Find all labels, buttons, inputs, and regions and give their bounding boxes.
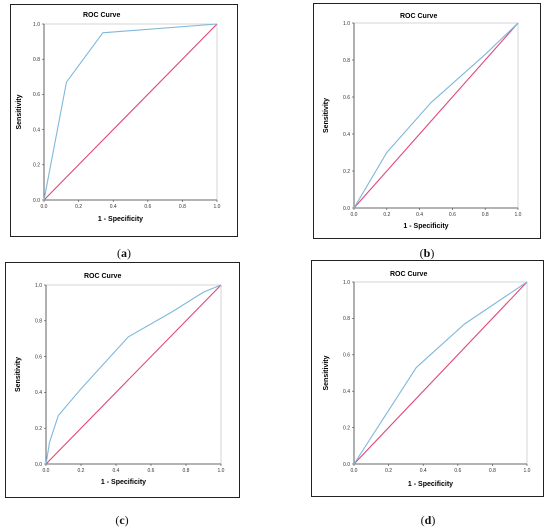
x-tick-label: 0.6 [454, 468, 461, 474]
chart-panel-b: 0.0 0.2 0.4 0.6 0.8 1.0 0.0 0.2 0.4 0.6 0.8 1.0 ROC … [313, 3, 541, 239]
x-tick-label: 0.2 [383, 212, 390, 218]
caption-b: (b) [419, 246, 435, 260]
y-tick-label: 0.0 [33, 198, 40, 204]
y-tick-label: 0.2 [33, 163, 40, 169]
y-tick-label: 1.0 [343, 280, 350, 286]
chart-panel-d: 0.0 0.2 0.4 0.6 0.8 1.0 0.0 0.2 0.4 0.6 0.8 1.0 ROC … [311, 260, 544, 497]
x-tick-label: 0.0 [43, 468, 50, 474]
x-axis-label: 1 - Specificity [408, 481, 453, 488]
roc-chart-b: 0.0 0.2 0.4 0.6 0.8 1.0 0.0 0.2 0.4 0.6 0.8 1.0 ROC … [323, 13, 522, 230]
x-tick-label: 0.8 [183, 468, 190, 474]
x-tick-label: 0.4 [416, 212, 423, 218]
chart-title: ROC Curve [390, 271, 427, 278]
x-tick-label: 0.4 [110, 204, 117, 210]
roc-curve-line [43, 23, 218, 201]
reference-diagonal-line [45, 284, 222, 465]
y-tick-label: 0.4 [35, 390, 42, 396]
y-tick-label: 0.6 [343, 353, 350, 359]
y-tick-label: 0.8 [343, 316, 350, 322]
x-tick-label: 0.2 [385, 468, 392, 474]
y-tick-label: 0.8 [33, 57, 40, 63]
y-tick-label: 0.6 [33, 92, 40, 98]
y-tick-label: 1.0 [35, 283, 42, 289]
y-tick-label: 0.4 [33, 127, 40, 133]
chart-panel-a: 0.0 0.2 0.4 0.6 0.8 1.0 0.0 0.2 0.4 0.6 0.8 1.0 ROC … [10, 4, 238, 237]
chart-title: ROC Curve [400, 13, 437, 20]
x-axis-label: 1 - Specificity [98, 216, 143, 223]
reference-diagonal-line [353, 281, 528, 465]
y-tick-label: 0.0 [343, 462, 350, 468]
roc-curve-line [45, 284, 222, 465]
x-axis-label: 1 - Specificity [101, 479, 146, 486]
y-tick-label: 0.0 [35, 462, 42, 468]
chart-title: ROC Curve [84, 273, 121, 280]
y-axis-label: Sensitivity [323, 355, 330, 390]
x-tick-label: 0.8 [489, 468, 496, 474]
caption-a: (a) [117, 246, 131, 260]
x-tick-label: 0.6 [144, 204, 151, 210]
x-tick-label: 0.0 [351, 212, 358, 218]
x-tick-label: 1.0 [515, 212, 522, 218]
x-tick-label: 0.0 [41, 204, 48, 210]
x-tick-label: 0.8 [482, 212, 489, 218]
y-axis-label: Sensitivity [323, 98, 330, 133]
reference-diagonal-line [353, 22, 519, 209]
y-tick-label: 0.2 [343, 169, 350, 175]
x-tick-label: 0.0 [351, 468, 358, 474]
y-tick-label: 0.6 [343, 95, 350, 101]
reference-diagonal-line [43, 23, 218, 201]
y-tick-label: 1.0 [33, 22, 40, 28]
y-tick-label: 0.4 [343, 389, 350, 395]
roc-curve-line [353, 281, 528, 465]
y-axis-label: Sensitivity [16, 94, 23, 129]
y-axis-label: Sensitivity [15, 357, 22, 392]
chart-panel-c: 0.0 0.2 0.4 0.6 0.8 1.0 0.0 0.2 0.4 0.6 0.8 1.0 ROC … [5, 262, 240, 498]
x-tick-label: 0.2 [75, 204, 82, 210]
x-tick-label: 1.0 [214, 204, 221, 210]
y-tick-label: 0.0 [343, 206, 350, 212]
x-tick-label: 0.8 [179, 204, 186, 210]
y-tick-label: 0.6 [35, 354, 42, 360]
x-tick-label: 0.6 [148, 468, 155, 474]
y-tick-label: 0.4 [343, 132, 350, 138]
x-tick-label: 1.0 [218, 468, 225, 474]
caption-c: (c) [115, 513, 129, 527]
x-tick-label: 1.0 [524, 468, 531, 474]
roc-curve-line [353, 22, 519, 209]
x-axis-label: 1 - Specificity [403, 223, 448, 230]
roc-chart-c: 0.0 0.2 0.4 0.6 0.8 1.0 0.0 0.2 0.4 0.6 0.8 1.0 ROC … [15, 273, 225, 486]
roc-chart-d: 0.0 0.2 0.4 0.6 0.8 1.0 0.0 0.2 0.4 0.6 0.8 1.0 ROC … [323, 271, 531, 488]
x-tick-label: 0.6 [449, 212, 456, 218]
y-tick-label: 0.2 [343, 425, 350, 431]
y-tick-label: 0.2 [35, 426, 42, 432]
x-tick-label: 0.4 [420, 468, 427, 474]
chart-title: ROC Curve [83, 12, 120, 19]
caption-d: (d) [420, 513, 436, 527]
x-tick-label: 0.4 [113, 468, 120, 474]
y-tick-label: 1.0 [343, 21, 350, 27]
roc-chart-a: 0.0 0.2 0.4 0.6 0.8 1.0 0.0 0.2 0.4 0.6 0.8 1.0 ROC … [16, 12, 221, 223]
x-tick-label: 0.2 [78, 468, 85, 474]
y-tick-label: 0.8 [343, 58, 350, 64]
y-tick-label: 0.8 [35, 319, 42, 325]
